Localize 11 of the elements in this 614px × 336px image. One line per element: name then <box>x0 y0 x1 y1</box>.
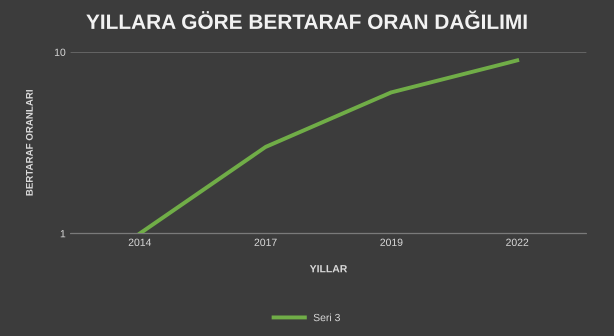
y-tick-label: 10 <box>54 48 66 56</box>
line-series <box>138 58 520 234</box>
x-tick-label: 2014 <box>128 238 152 246</box>
y-axis-title: BERTARAF ORANLARI <box>26 90 33 196</box>
chart-title: YILLARA GÖRE BERTARAF ORAN DAĞILIMI <box>86 10 527 30</box>
x-axis-title: YILLAR <box>310 265 348 272</box>
x-tick-label: 2019 <box>380 238 402 246</box>
y-tick-label: 1 <box>60 230 66 238</box>
x-tick-label: 2017 <box>254 238 277 246</box>
x-tick-label: 2022 <box>506 238 528 246</box>
legend-label: Seri 3 <box>314 314 340 322</box>
